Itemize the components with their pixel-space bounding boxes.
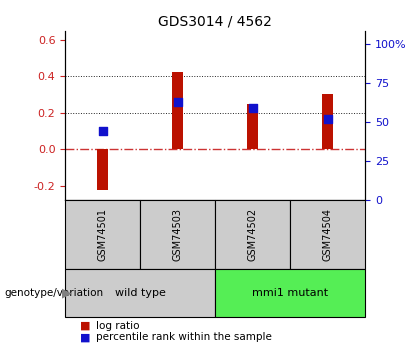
Bar: [247, 104, 258, 149]
Text: GSM74502: GSM74502: [248, 208, 258, 261]
Text: GSM74503: GSM74503: [173, 208, 183, 261]
Text: ▶: ▶: [62, 287, 72, 300]
Text: ■: ■: [80, 321, 90, 331]
Bar: [290, 200, 365, 269]
Text: percentile rank within the sample: percentile rank within the sample: [96, 333, 272, 342]
Text: mmi1 mutant: mmi1 mutant: [252, 288, 328, 298]
Bar: [65, 269, 215, 317]
Point: [174, 99, 181, 105]
Text: ■: ■: [80, 333, 90, 342]
Text: log ratio: log ratio: [96, 321, 139, 331]
Bar: [215, 269, 365, 317]
Bar: [65, 200, 140, 269]
Point: [325, 116, 331, 122]
Bar: [97, 149, 108, 189]
Text: GSM74504: GSM74504: [323, 208, 333, 261]
Bar: [322, 94, 333, 149]
Text: wild type: wild type: [115, 288, 165, 298]
Point: [99, 129, 106, 134]
Point: [249, 105, 256, 111]
Title: GDS3014 / 4562: GDS3014 / 4562: [158, 14, 272, 29]
Bar: [172, 72, 184, 149]
Bar: [140, 200, 215, 269]
Text: genotype/variation: genotype/variation: [4, 288, 103, 298]
Text: GSM74501: GSM74501: [97, 208, 108, 261]
Bar: [215, 200, 290, 269]
